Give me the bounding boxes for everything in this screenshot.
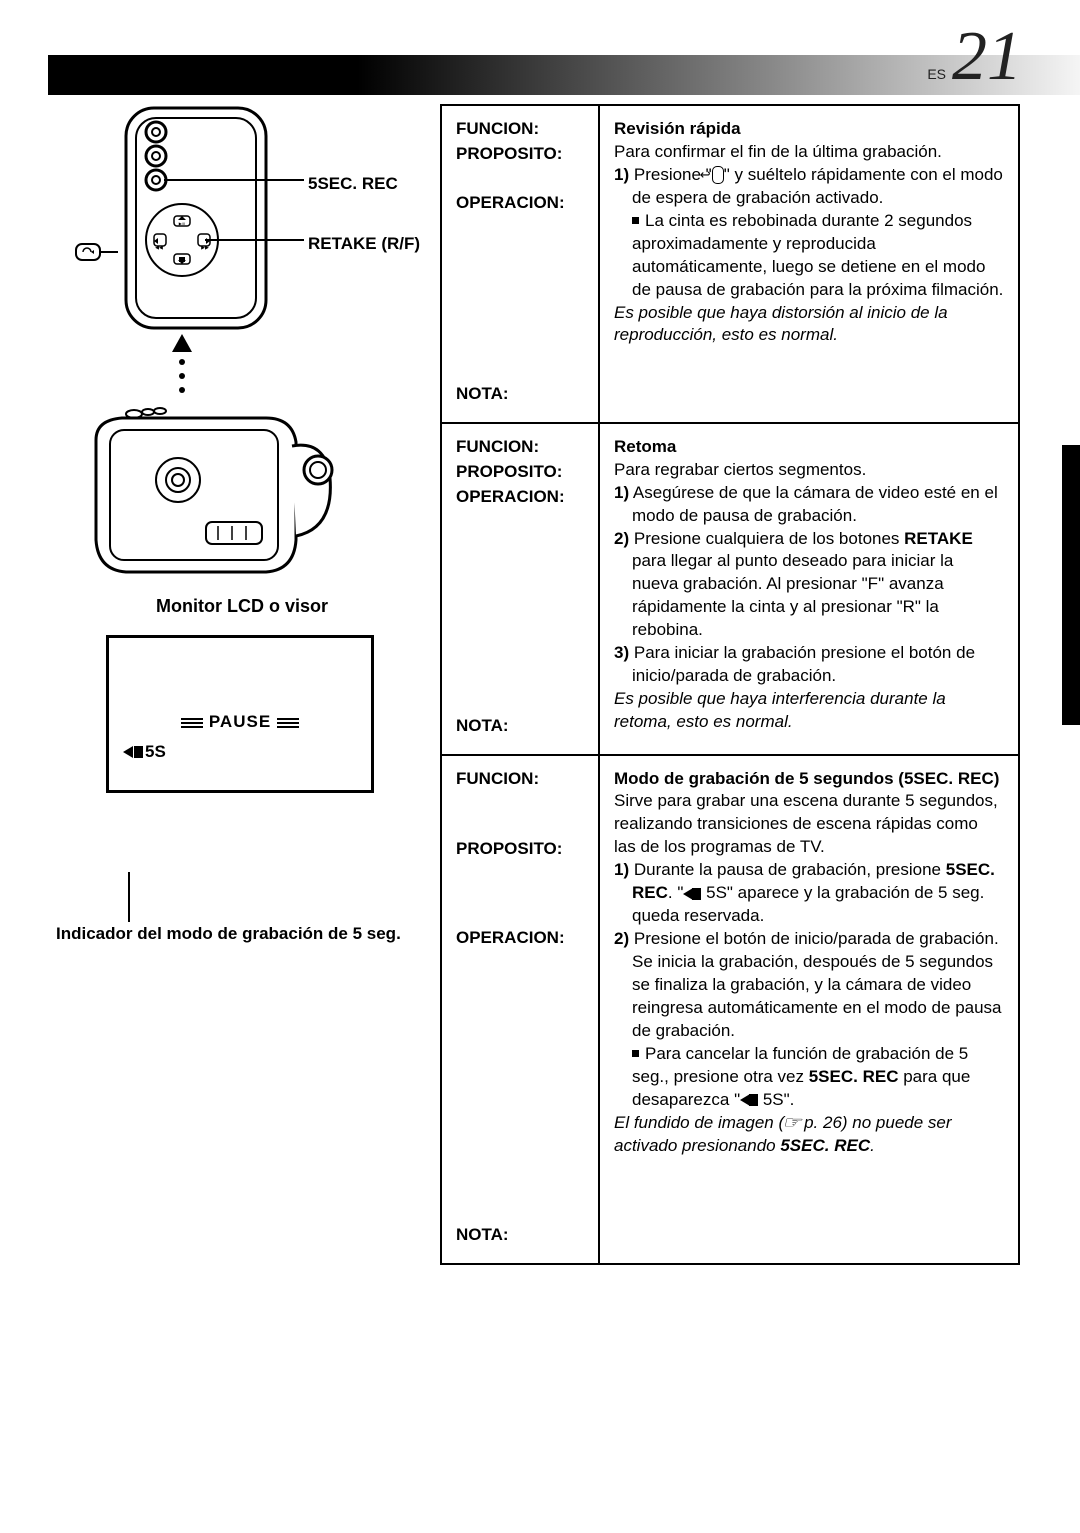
sec3-proposito: Sirve para grabar una escena durante 5 s… [614, 790, 1004, 859]
lbl-funcion: FUNCION: [456, 436, 584, 459]
callout-retake: RETAKE (R/F) [308, 234, 420, 254]
page-number: ES 21 [927, 22, 1022, 92]
pointer-line [128, 872, 130, 922]
lbl-funcion: FUNCION: [456, 118, 584, 141]
functions-table: FUNCION: PROPOSITO: OPERACION: NOTA: Rev… [440, 104, 1020, 1265]
page-lang: ES [927, 66, 946, 82]
sec1-funcion: Revisión rápida [614, 119, 741, 138]
monitor-pause: PAUSE [119, 712, 361, 732]
svg-text:◀◀: ◀◀ [155, 245, 163, 251]
lbl-nota: NOTA: [456, 383, 584, 406]
return-icon: ↩ [712, 166, 724, 184]
sec3-op1: 1) Durante la pausa de grabación, presio… [614, 859, 1004, 928]
sec2-nota: Es posible que haya interferencia durant… [614, 688, 1004, 734]
table-row: FUNCION: PROPOSITO: OPERACION: NOTA: Mod… [441, 755, 1019, 1265]
sec2-op2: 2) Presione cualquiera de los botones RE… [614, 528, 1004, 643]
callout-5sec: 5SEC. REC [308, 174, 398, 194]
sec1-op-bullet: La cinta es rebobinada durante 2 segundo… [614, 210, 1004, 302]
svg-text:▶/II: ▶/II [179, 221, 185, 226]
sec3-nota: El fundido de imagen (☞ p. 26) no puede … [614, 1112, 1004, 1158]
sec3-op-bullet: Para cancelar la función de grabación de… [614, 1043, 1004, 1112]
sec1-op1: 1) Presione "↩" y suéltelo rápidamente c… [614, 164, 1004, 210]
lbl-operacion: OPERACION: [456, 927, 584, 950]
remote-diagram: ▶/II ◀◀ ▶▶ [56, 104, 416, 584]
page-ref-icon: ☞ [782, 1112, 802, 1135]
table-row: FUNCION: PROPOSITO: OPERACION: NOTA: Rev… [441, 105, 1019, 423]
monitor-5s: 5S [123, 742, 166, 762]
header-gradient-bar [48, 55, 1080, 95]
table-row: FUNCION: PROPOSITO: OPERACION: NOTA: Ret… [441, 423, 1019, 755]
lbl-proposito: PROPOSITO: [456, 838, 584, 861]
sec2-proposito: Para regrabar ciertos segmentos. [614, 459, 1004, 482]
sec2-op1: 1) Asegúrese de que la cámara de video e… [614, 482, 1004, 528]
lbl-proposito: PROPOSITO: [456, 143, 584, 166]
sec3-funcion: Modo de grabación de 5 segundos (5SEC. R… [614, 769, 999, 788]
page-num: 21 [952, 22, 1022, 92]
monitor-box: PAUSE 5S [106, 635, 374, 793]
lbl-operacion: OPERACION: [456, 486, 584, 509]
lbl-operacion: OPERACION: [456, 192, 584, 215]
lbl-nota: NOTA: [456, 715, 584, 738]
svg-text:▶▶: ▶▶ [201, 245, 209, 251]
lbl-funcion: FUNCION: [456, 768, 584, 791]
sec2-op3: 3) Para iniciar la grabación presione el… [614, 642, 1004, 688]
lbl-proposito: PROPOSITO: [456, 461, 584, 484]
thumb-tab [1062, 445, 1080, 725]
sec1-nota: Es posible que haya distorsión al inicio… [614, 302, 1004, 348]
sec1-proposito: Para confirmar el fin de la última graba… [614, 141, 1004, 164]
sec3-op2: 2) Presione el botón de inicio/parada de… [614, 928, 1004, 1043]
sec2-funcion: Retoma [614, 437, 676, 456]
indicator-label: Indicador del modo de grabación de 5 seg… [56, 924, 476, 944]
lbl-nota: NOTA: [456, 1224, 584, 1247]
